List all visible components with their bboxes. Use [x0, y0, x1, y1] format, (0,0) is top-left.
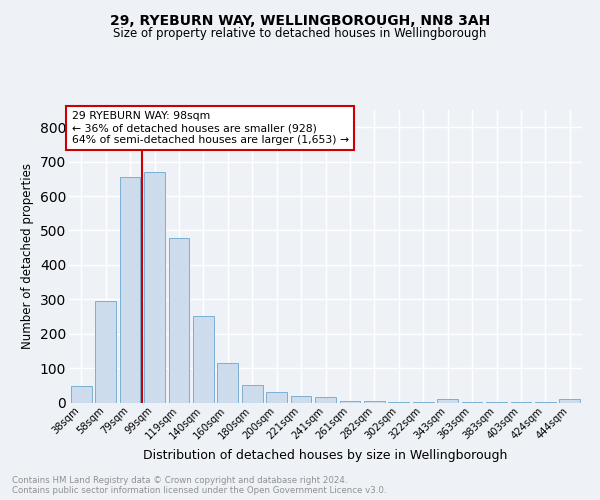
- X-axis label: Distribution of detached houses by size in Wellingborough: Distribution of detached houses by size …: [143, 449, 508, 462]
- Bar: [71, 386, 92, 402]
- Bar: [437, 399, 458, 402]
- Bar: [119, 177, 140, 402]
- Bar: [290, 396, 311, 402]
- Bar: [193, 316, 214, 402]
- Text: 29 RYEBURN WAY: 98sqm
← 36% of detached houses are smaller (928)
64% of semi-det: 29 RYEBURN WAY: 98sqm ← 36% of detached …: [71, 112, 349, 144]
- Bar: [315, 398, 336, 402]
- Bar: [95, 301, 116, 402]
- Bar: [217, 363, 238, 403]
- Bar: [340, 401, 361, 402]
- Bar: [266, 392, 287, 402]
- Bar: [169, 238, 190, 402]
- Text: Size of property relative to detached houses in Wellingborough: Size of property relative to detached ho…: [113, 28, 487, 40]
- Bar: [144, 172, 165, 402]
- Text: 29, RYEBURN WAY, WELLINGBOROUGH, NN8 3AH: 29, RYEBURN WAY, WELLINGBOROUGH, NN8 3AH: [110, 14, 490, 28]
- Bar: [242, 384, 263, 402]
- Text: Contains HM Land Registry data © Crown copyright and database right 2024.
Contai: Contains HM Land Registry data © Crown c…: [12, 476, 386, 495]
- Y-axis label: Number of detached properties: Number of detached properties: [21, 163, 34, 349]
- Bar: [559, 399, 580, 402]
